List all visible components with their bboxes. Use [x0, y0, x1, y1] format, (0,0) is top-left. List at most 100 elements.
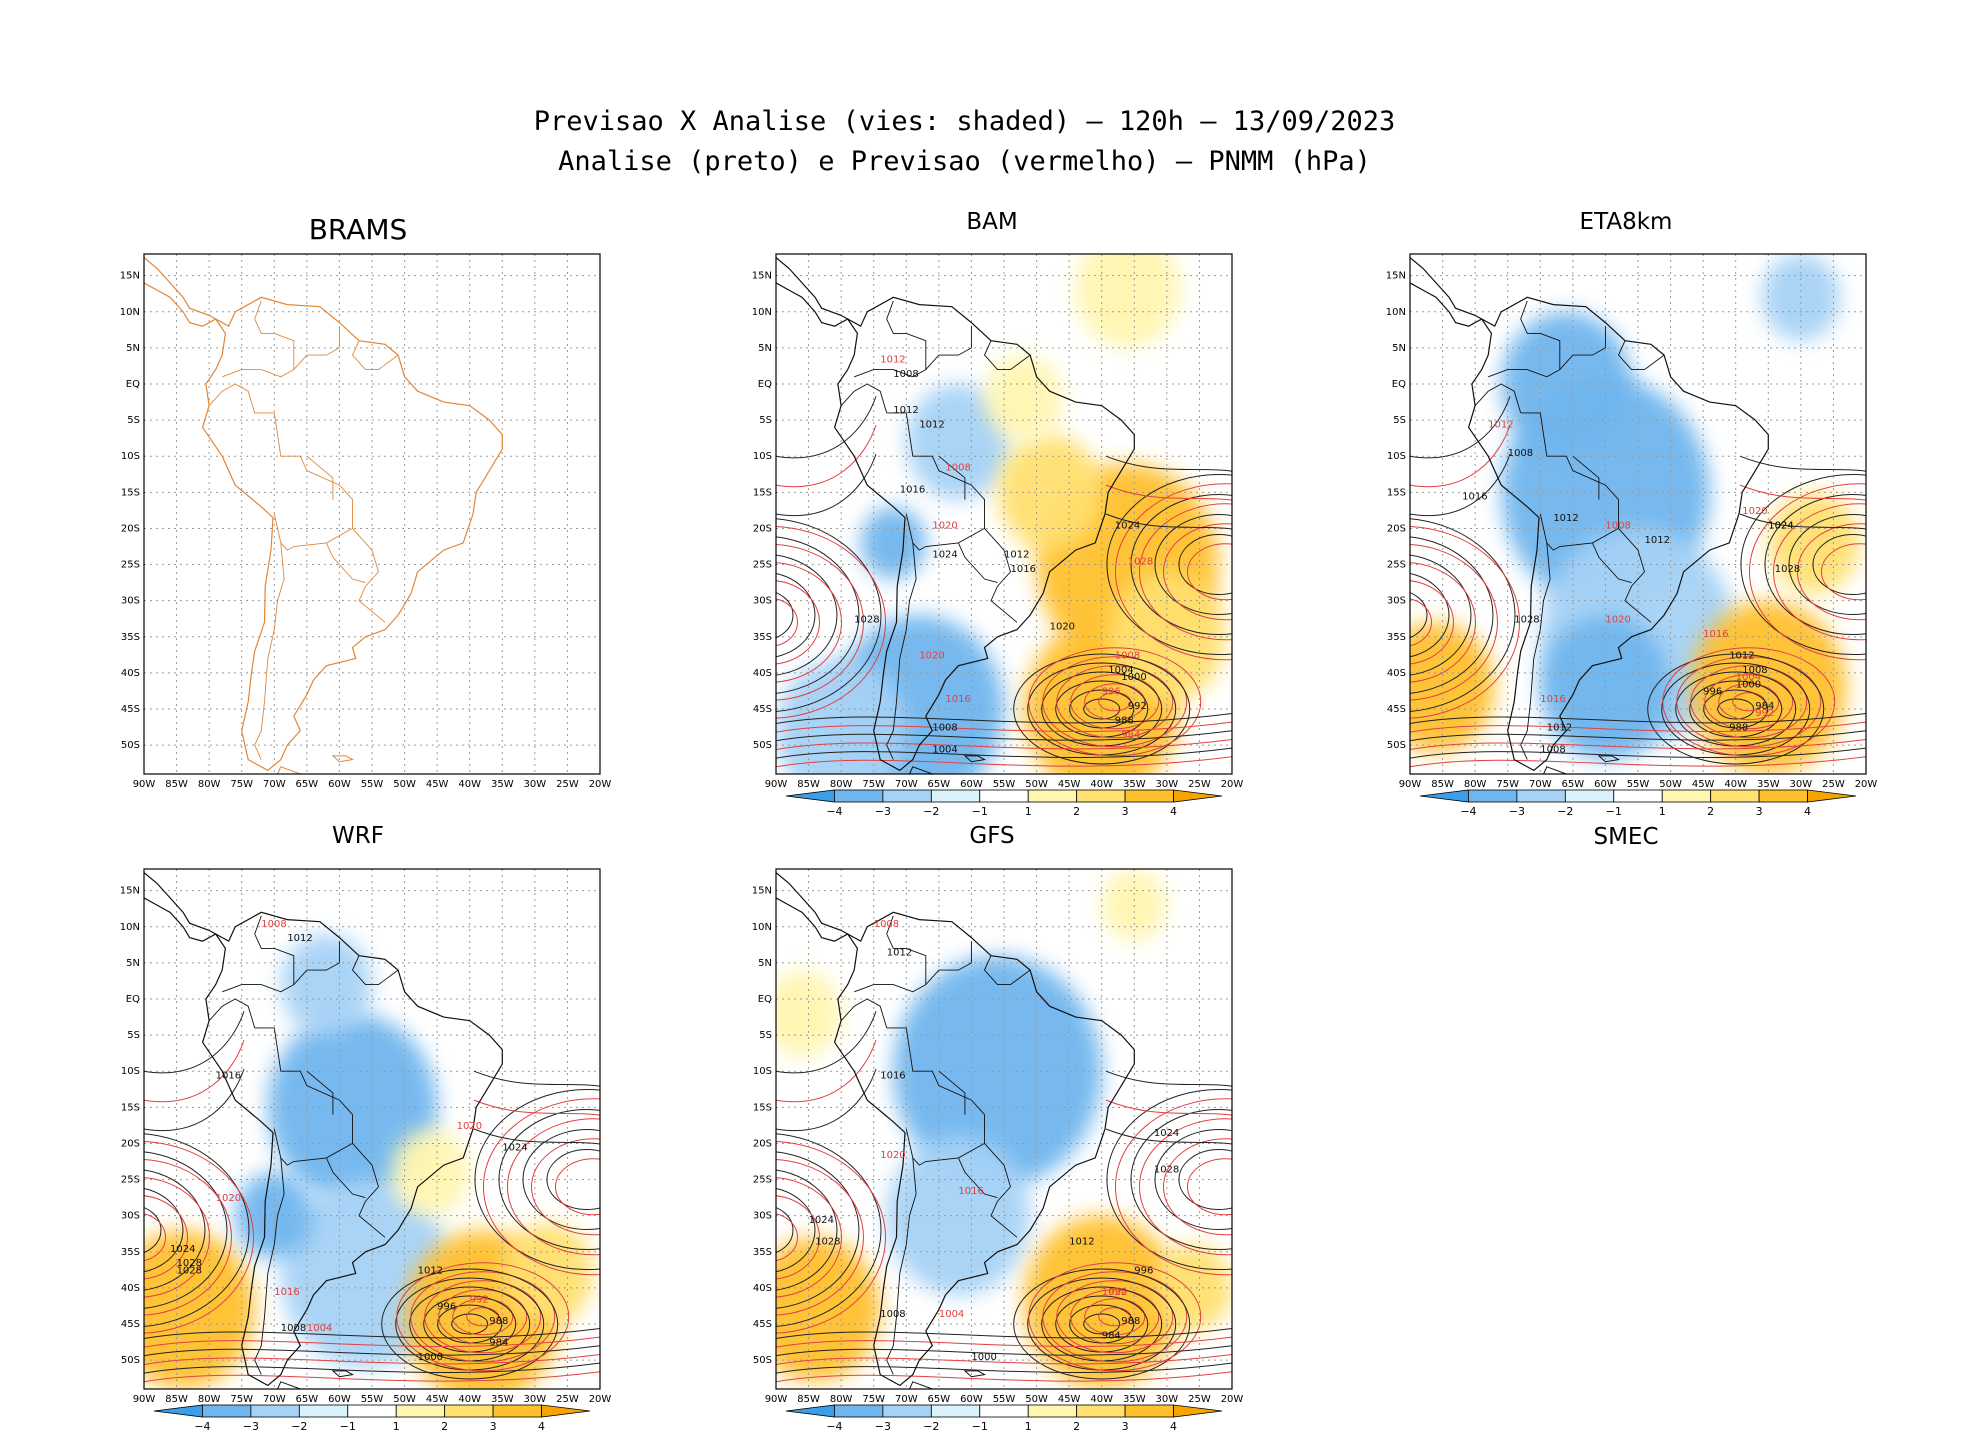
country-border [306, 1070, 334, 1115]
country-border [905, 513, 985, 551]
colorbar-segment [930, 789, 981, 803]
lat-tick-label: 20S [121, 1138, 140, 1149]
colorbar-gfs: −4 −3 −2 −1 1 2 3 4 [776, 1404, 1232, 1445]
lon-tick-label: 70W [263, 779, 286, 790]
lat-tick-label: 40S [1387, 668, 1406, 679]
lat-tick-label: 35S [121, 1247, 140, 1258]
country-border [325, 1157, 366, 1199]
lat-tick-label: 45S [753, 704, 772, 715]
lon-tick-label: 45W [1058, 779, 1081, 790]
isobars [144, 1011, 600, 1383]
lon-tick-label: 80W [198, 1394, 221, 1405]
map-eta8km: 1012101210081008101210161020102410281016… [1386, 253, 1877, 790]
lat-tick-label: 15S [1387, 487, 1406, 498]
lat-tick-label: 5S [759, 1030, 772, 1041]
lon-tick-label: 30W [524, 1394, 547, 1405]
contour-label: 1008 [1540, 744, 1565, 755]
colorbar-segment [979, 1404, 1029, 1418]
map-panel-gfs: 1008 1012 1016 1020 1024 1028 1016 1012 1008 1004… [752, 859, 1243, 1405]
lon-tick-label: 55W [993, 1394, 1016, 1405]
contour-label: 1008 [281, 1323, 306, 1334]
lon-tick-label: 60W [1594, 779, 1617, 790]
contour-label: 1012 [887, 948, 912, 959]
lon-tick-label: 20W [1221, 1394, 1244, 1405]
colorbar-label: 2 [1707, 805, 1714, 818]
figure-title-line1: Previsao X Analise (vies: shaded) – 120h… [533, 106, 1396, 137]
colorbar-segment [202, 1404, 252, 1418]
lon-tick-label: 55W [1627, 779, 1650, 790]
colorbar-segment [1758, 789, 1808, 803]
island [963, 755, 986, 763]
lat-tick-label: 50S [753, 1355, 772, 1366]
colorbar-label: 4 [1170, 1420, 1177, 1433]
lon-tick-label: 40W [458, 1394, 481, 1405]
lat-tick-label: 10S [121, 451, 140, 462]
lat-tick-label: 15N [120, 271, 140, 282]
lon-tick-label: 25W [1188, 1394, 1211, 1405]
lon-tick-label: 30W [1156, 779, 1179, 790]
contour-label: 988 [1115, 715, 1134, 726]
lon-tick-label: 80W [830, 779, 853, 790]
country-border [306, 455, 334, 500]
lon-tick-label: 75W [862, 1394, 885, 1405]
contour-label: 1020 [1605, 614, 1630, 625]
country-border [854, 915, 927, 993]
lat-tick-label: 20S [121, 523, 140, 534]
lat-tick-label: EQ [126, 994, 140, 1005]
colorbar-segment [785, 789, 835, 803]
contour-label: 988 [1121, 1316, 1140, 1327]
lon-tick-label: 40W [1724, 779, 1747, 790]
contour-label: 1000 [971, 1352, 996, 1363]
contour-label: 1024 [1154, 1128, 1179, 1139]
island [277, 766, 302, 774]
bias-shade-area [267, 1013, 438, 1202]
country-border [957, 542, 998, 584]
map-bam: 1012101210081008101210161020102410281020… [752, 253, 1243, 790]
country-border [938, 1070, 966, 1115]
contour-label: 1024 [932, 549, 957, 560]
colorbar-wrf: −4 −3 −2 −1 1 2 3 4 [144, 1404, 600, 1445]
colorbar-label: −1 [340, 1420, 356, 1433]
contour-label: 1024 [1768, 520, 1793, 531]
contour-label: 1000 [1736, 679, 1761, 690]
panel-title-bam: BAM [966, 209, 1018, 235]
contour-label: 1016 [880, 1070, 905, 1081]
lon-tick-label: 50W [393, 779, 416, 790]
lon-tick-label: 30W [1156, 1394, 1179, 1405]
central-america-coastline [144, 257, 217, 327]
colorbar-segment [785, 1404, 835, 1418]
colorbar-label: 3 [1122, 805, 1129, 818]
lon-tick-label: 20W [589, 779, 612, 790]
panel-title-gfs: GFS [969, 823, 1015, 849]
country-border [1539, 513, 1619, 551]
colorbar-segment [1076, 789, 1126, 803]
island [963, 1370, 986, 1378]
contour-label: 1012 [287, 933, 312, 944]
bias-shade-area [893, 955, 1102, 1187]
lon-tick-label: 45W [426, 1394, 449, 1405]
contour-label: 988 [1729, 723, 1748, 734]
country-border [222, 915, 295, 993]
bias-shade-area [1768, 492, 1860, 594]
lon-tick-label: 50W [1025, 1394, 1048, 1405]
contour-label: 1012 [893, 405, 918, 416]
lon-tick-label: 35W [1123, 779, 1146, 790]
lon-tick-label: 35W [1123, 1394, 1146, 1405]
bias-shade-area [906, 384, 1011, 500]
island [909, 1381, 934, 1389]
contour-label: 1008 [874, 919, 899, 930]
lat-tick-label: 10S [121, 1066, 140, 1077]
colorbar-label: 3 [490, 1420, 497, 1433]
contour-label: 1016 [216, 1070, 241, 1081]
contour-label: 992 [470, 1294, 489, 1305]
contour-label: 1004 [307, 1323, 332, 1334]
lon-tick-label: 80W [198, 779, 221, 790]
contour-label: 1012 [1547, 723, 1572, 734]
lat-tick-label: 5N [758, 958, 772, 969]
map-gfs: 1008 1012 1016 1020 1024 1028 1016 1012 1008 1004… [752, 868, 1243, 1405]
lat-tick-label: 15N [120, 886, 140, 897]
colorbar-segment [1710, 789, 1760, 803]
contour-label: 1024 [1115, 520, 1140, 531]
lon-tick-label: 70W [1529, 779, 1552, 790]
colorbar-label: −3 [243, 1420, 259, 1433]
